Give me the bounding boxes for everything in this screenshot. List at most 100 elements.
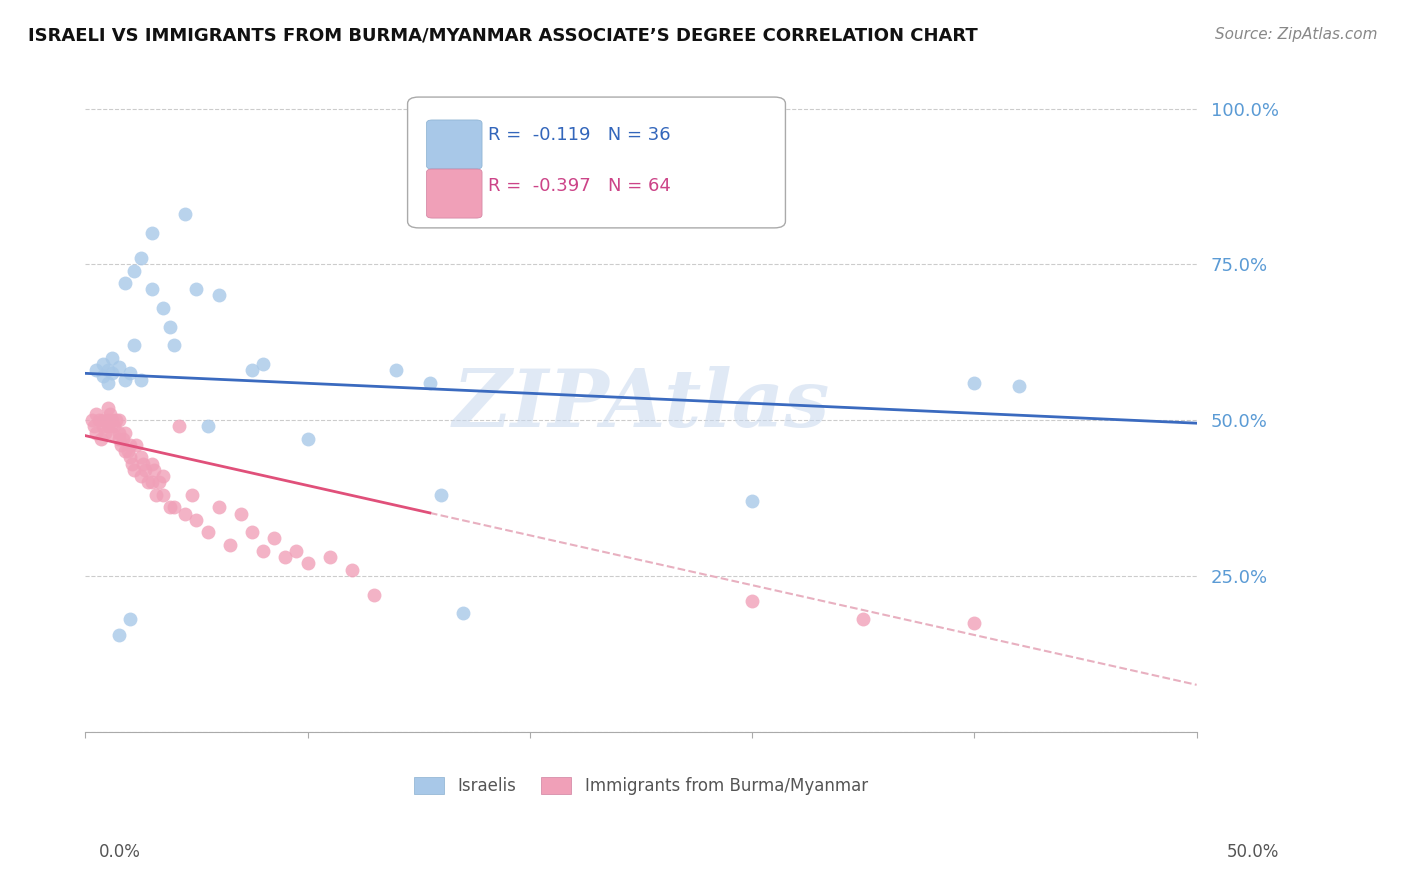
Point <box>152 469 174 483</box>
Point <box>240 525 263 540</box>
Point <box>96 419 118 434</box>
Point <box>132 457 155 471</box>
Point <box>118 438 141 452</box>
Point <box>101 425 124 440</box>
Point <box>87 413 110 427</box>
Point <box>107 360 129 375</box>
Point <box>297 557 319 571</box>
Point <box>741 593 763 607</box>
Text: ISRAELI VS IMMIGRANTS FROM BURMA/MYANMAR ASSOCIATE’S DEGREE CORRELATION CHART: ISRAELI VS IMMIGRANTS FROM BURMA/MYANMAR… <box>28 27 977 45</box>
Point <box>101 413 124 427</box>
Point <box>107 425 129 440</box>
Point <box>90 432 112 446</box>
Point <box>451 606 474 620</box>
Point <box>167 419 190 434</box>
Text: 50.0%: 50.0% <box>1227 843 1279 861</box>
FancyBboxPatch shape <box>426 169 482 218</box>
Point <box>340 563 363 577</box>
Point <box>141 457 163 471</box>
Point <box>91 413 114 427</box>
Point <box>229 507 252 521</box>
Point <box>80 413 103 427</box>
Point <box>107 628 129 642</box>
Point <box>419 376 441 390</box>
Point <box>1008 379 1031 393</box>
Point <box>96 376 118 390</box>
Point <box>741 494 763 508</box>
Point <box>129 469 152 483</box>
Point <box>110 438 132 452</box>
Point <box>96 413 118 427</box>
Point <box>385 363 408 377</box>
Point <box>141 282 163 296</box>
Point <box>96 363 118 377</box>
Point <box>319 550 342 565</box>
Point <box>86 363 108 377</box>
Text: R =  -0.119   N = 36: R = -0.119 N = 36 <box>488 127 671 145</box>
Point <box>118 612 141 626</box>
Point <box>105 413 128 427</box>
Point <box>141 475 163 490</box>
Point <box>285 544 308 558</box>
Point <box>114 425 136 440</box>
FancyBboxPatch shape <box>408 97 786 227</box>
Point <box>852 612 875 626</box>
Point <box>145 488 167 502</box>
Point <box>96 401 118 415</box>
Point <box>118 450 141 465</box>
Point <box>125 438 148 452</box>
Point <box>186 513 208 527</box>
Point <box>252 544 274 558</box>
Point <box>181 488 204 502</box>
Point <box>197 419 219 434</box>
Point <box>122 463 145 477</box>
Point <box>101 367 124 381</box>
Point <box>91 369 114 384</box>
Point <box>134 463 156 477</box>
Point <box>112 432 135 446</box>
Point <box>101 351 124 365</box>
Point <box>107 432 129 446</box>
Point <box>122 338 145 352</box>
Point <box>129 251 152 265</box>
Point <box>136 475 159 490</box>
FancyBboxPatch shape <box>426 120 482 169</box>
Point <box>114 276 136 290</box>
Text: 0.0%: 0.0% <box>98 843 141 861</box>
Point <box>163 500 186 515</box>
Point <box>122 263 145 277</box>
Point <box>148 475 170 490</box>
Point <box>91 357 114 371</box>
Point <box>963 376 986 390</box>
Point <box>103 419 125 434</box>
Point <box>83 419 105 434</box>
Point <box>274 550 297 565</box>
Point <box>98 407 121 421</box>
Point <box>252 357 274 371</box>
Point <box>143 463 166 477</box>
Point <box>163 338 186 352</box>
Point <box>363 587 385 601</box>
Point <box>218 538 240 552</box>
Point <box>141 226 163 240</box>
Point <box>117 444 139 458</box>
Point <box>107 413 129 427</box>
Point <box>430 488 453 502</box>
Point <box>208 288 231 302</box>
Point <box>114 373 136 387</box>
Point <box>186 282 208 296</box>
Point <box>129 450 152 465</box>
Text: ZIPAtlas: ZIPAtlas <box>453 366 830 443</box>
Point <box>197 525 219 540</box>
Point <box>152 488 174 502</box>
Text: Source: ZipAtlas.com: Source: ZipAtlas.com <box>1215 27 1378 42</box>
Point <box>963 615 986 630</box>
Point <box>263 532 285 546</box>
Point <box>129 373 152 387</box>
Point <box>159 319 181 334</box>
Point <box>152 301 174 315</box>
Point <box>91 419 114 434</box>
Point <box>118 367 141 381</box>
Point <box>174 207 197 221</box>
Point <box>174 507 197 521</box>
